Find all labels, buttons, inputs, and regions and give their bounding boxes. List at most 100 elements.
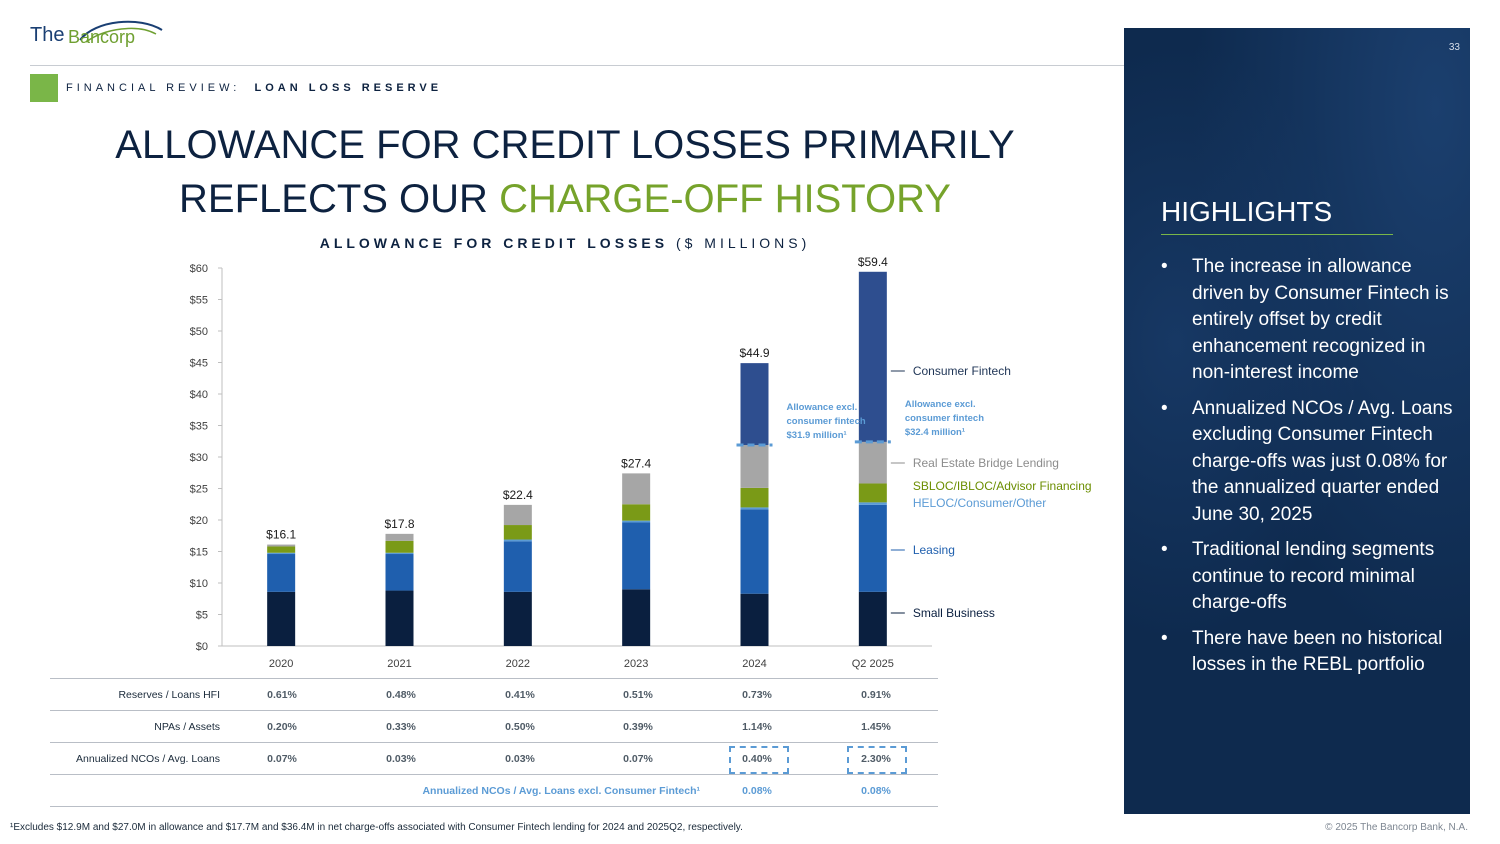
highlight-box-2024 (729, 746, 789, 774)
table-cell: 0.39% (623, 721, 653, 733)
list-item: Traditional lending segments continue to… (1161, 537, 1461, 617)
page-number: 33 (1448, 42, 1460, 53)
list-item: The increase in allowance driven by Cons… (1161, 254, 1461, 387)
logo-word-bancorp: Bancorp (68, 27, 136, 47)
bar-segment (740, 487, 769, 508)
x-tick-label: 2020 (269, 658, 293, 670)
logo-swoosh-icon (79, 20, 163, 43)
bar-segment (267, 544, 296, 547)
bar-segment (740, 593, 769, 646)
table-cell: 2.30% (861, 753, 891, 765)
annotation-text: Allowance excl. (787, 402, 858, 413)
page-title: ALLOWANCE FOR CREDIT LOSSES PRIMARILY RE… (60, 118, 1070, 226)
table-cell: 0.08% (742, 785, 772, 797)
y-tick-label: $50 (190, 326, 208, 338)
table-row: NPAs / Assets 0.20% 0.33% 0.50% 0.39% 1.… (50, 711, 938, 743)
legend-label: Consumer Fintech (913, 364, 1011, 378)
list-item: There have been no historical losses in … (1161, 626, 1461, 679)
highlight-box-q2-2025 (847, 746, 907, 774)
row-label: NPAs / Assets (154, 721, 220, 733)
y-tick-label: $30 (190, 452, 208, 464)
bar-segment (503, 539, 532, 542)
bar-segment (385, 540, 414, 553)
bar-total-label: $27.4 (621, 456, 651, 470)
bar-segment (858, 271, 887, 442)
bar-total-label: $59.4 (858, 255, 888, 269)
chart-heading: ALLOWANCE FOR CREDIT LOSSES ($ MILLIONS) (225, 235, 905, 251)
table-cell: 1.14% (742, 721, 772, 733)
table-row: Reserves / Loans HFI 0.61% 0.48% 0.41% 0… (50, 678, 938, 711)
highlights-title: HIGHLIGHTS (1161, 196, 1333, 227)
table-cell: 0.91% (861, 689, 891, 701)
header-divider (30, 65, 1460, 66)
section-label: FINANCIAL REVIEW: LOAN LOSS RESERVE (66, 82, 442, 94)
table-cell: 0.03% (386, 753, 416, 765)
x-tick-label: 2022 (506, 658, 530, 670)
highlights-list: The increase in allowance driven by Cons… (1161, 254, 1461, 688)
y-tick-label: $25 (190, 484, 208, 496)
annotation-text: $32.4 million¹ (905, 427, 965, 438)
bar-segment (740, 363, 769, 446)
bar-total-label: $22.4 (503, 488, 533, 502)
table-cell: 0.40% (742, 753, 772, 765)
table-row: Annualized NCOs / Avg. Loans 0.07% 0.03%… (50, 743, 938, 775)
footnote: ¹Excludes $12.9M and $27.0M in allowance… (10, 822, 743, 833)
section-name: LOAN LOSS RESERVE (254, 82, 443, 94)
y-tick-label: $0 (196, 641, 208, 653)
bar-segment (622, 589, 651, 646)
table-cell: 0.48% (386, 689, 416, 701)
table-cell: 0.20% (267, 721, 297, 733)
x-tick-label: 2021 (387, 658, 411, 670)
bar-segment (267, 552, 296, 555)
table-cell: 0.07% (267, 753, 297, 765)
bar-segment (858, 483, 887, 503)
y-tick-label: $40 (190, 389, 208, 401)
table-cell: 0.33% (386, 721, 416, 733)
bar-segment (622, 473, 651, 505)
table-cell: 0.51% (623, 689, 653, 701)
legend-label: SBLOC/IBLOC/Advisor Financing (913, 479, 1092, 493)
table-cell: 0.03% (505, 753, 535, 765)
list-item: Annualized NCOs / Avg. Loans excluding C… (1161, 396, 1461, 529)
bar-segment (385, 552, 414, 555)
highlights-panel: 33 HIGHLIGHTS The increase in allowance … (1124, 28, 1470, 814)
bar-segment (503, 591, 532, 646)
title-line-1: ALLOWANCE FOR CREDIT LOSSES PRIMARILY (115, 123, 1015, 167)
y-tick-label: $60 (190, 263, 208, 275)
bar-segment (740, 445, 769, 488)
annotation-text: Allowance excl. (905, 399, 976, 410)
table-cell: 1.45% (861, 721, 891, 733)
bar-segment (858, 502, 887, 505)
row-label: Annualized NCOs / Avg. Loans (76, 753, 220, 765)
y-tick-label: $20 (190, 515, 208, 527)
y-tick-label: $10 (190, 578, 208, 590)
bar-segment (503, 525, 532, 540)
y-tick-label: $35 (190, 421, 208, 433)
bar-segment (622, 504, 651, 521)
bar-segment (385, 554, 414, 591)
allowance-stacked-bar-chart: $0 $5 $10 $15 $20 $25 $30 $35 $40 $45 $50 $55 $60 $16… (190, 255, 1092, 670)
chart-heading-bold: ALLOWANCE FOR CREDIT LOSSES (319, 235, 669, 251)
bar-segment (267, 591, 296, 646)
bar-segment (267, 554, 296, 592)
metrics-table: Reserves / Loans HFI 0.61% 0.48% 0.41% 0… (50, 678, 938, 807)
x-tick-label: 2024 (742, 658, 766, 670)
bar-segment (740, 509, 769, 594)
x-tick-label: 2023 (624, 658, 648, 670)
table-cell: 0.73% (742, 689, 772, 701)
row-label: Reserves / Loans HFI (118, 689, 220, 701)
bar-segment (622, 520, 651, 523)
legend-label: Real Estate Bridge Lending (913, 456, 1059, 470)
section-prefix: FINANCIAL REVIEW: (66, 82, 241, 94)
legend-label: Small Business (913, 606, 995, 620)
bar-segment (740, 507, 769, 510)
bar-segment (622, 522, 651, 590)
title-line-2: REFLECTS OUR CHARGE-OFF HISTORY (60, 172, 1070, 226)
y-tick-label: $15 (190, 547, 208, 559)
section-marker (30, 74, 58, 102)
bar-total-label: $16.1 (266, 528, 296, 542)
title-line-2-plain: REFLECTS OUR (179, 177, 488, 221)
legend-label: Leasing (913, 543, 955, 557)
chart-heading-unit: ($ MILLIONS) (675, 235, 811, 251)
table-cell: 0.07% (623, 753, 653, 765)
